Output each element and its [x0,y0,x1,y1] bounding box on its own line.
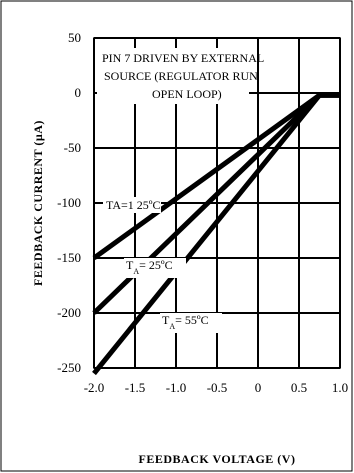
series-label-bg-1 [103,197,161,213]
series-label-bg-2 [124,258,186,278]
y-tick-label: 0 [75,85,82,100]
y-tick-label: -200 [57,305,81,320]
series-label-3-rest: = 55ºC [175,313,209,327]
y-tick-label: 50 [68,30,81,45]
y-tick-label: -100 [57,195,81,210]
series-label-bg-3 [160,313,222,333]
y-axis-title: FEEDBACK CURRENT (µA) [31,120,45,286]
x-tick-label: 0 [255,380,262,395]
series-label-2: TA= 25ºC [126,258,173,276]
y-tick-label: -250 [57,360,81,375]
x-tick-label: -1.0 [166,380,187,395]
x-tick-labels: -2.0 -1.5 -1.0 -0.5 0 0.5 1.0 [84,380,348,395]
series-line-3 [92,92,340,376]
series-label-2-sub: A [133,267,139,276]
y-tick-label: -150 [57,250,81,265]
x-axis-title: FEEDBACK VOLTAGE (V) [139,452,296,466]
x-tick-label: -2.0 [84,380,105,395]
x-tick-label: 0.5 [291,380,307,395]
x-tick-label: -0.5 [207,380,228,395]
series-label-3: TA= 55ºC [162,313,209,331]
y-tick-label: -50 [64,140,81,155]
x-tick-label: 1.0 [332,380,348,395]
series-label-3-main: T [162,313,170,327]
series-label-1: TA=1 25ºC [106,198,161,212]
annotation-line-1: PIN 7 DRIVEN BY EXTERNAL [102,51,264,65]
annotation-line-3: OPEN LOOP) [152,87,222,101]
annotation-background [97,48,249,104]
annotation-line-2: SOURCE (REGULATOR RUN [104,69,258,83]
x-tick-label: -1.5 [125,380,146,395]
y-tick-labels: 50 0 -50 -100 -150 -200 -250 [57,30,81,375]
series-label-2-rest: = 25ºC [139,258,173,272]
annotation-box: PIN 7 DRIVEN BY EXTERNAL SOURCE (REGULAT… [97,48,264,104]
series-label-3-sub: A [169,322,175,331]
series-label-2-main: T [126,258,134,272]
series-lines [92,92,340,376]
plot-frame [93,37,341,369]
